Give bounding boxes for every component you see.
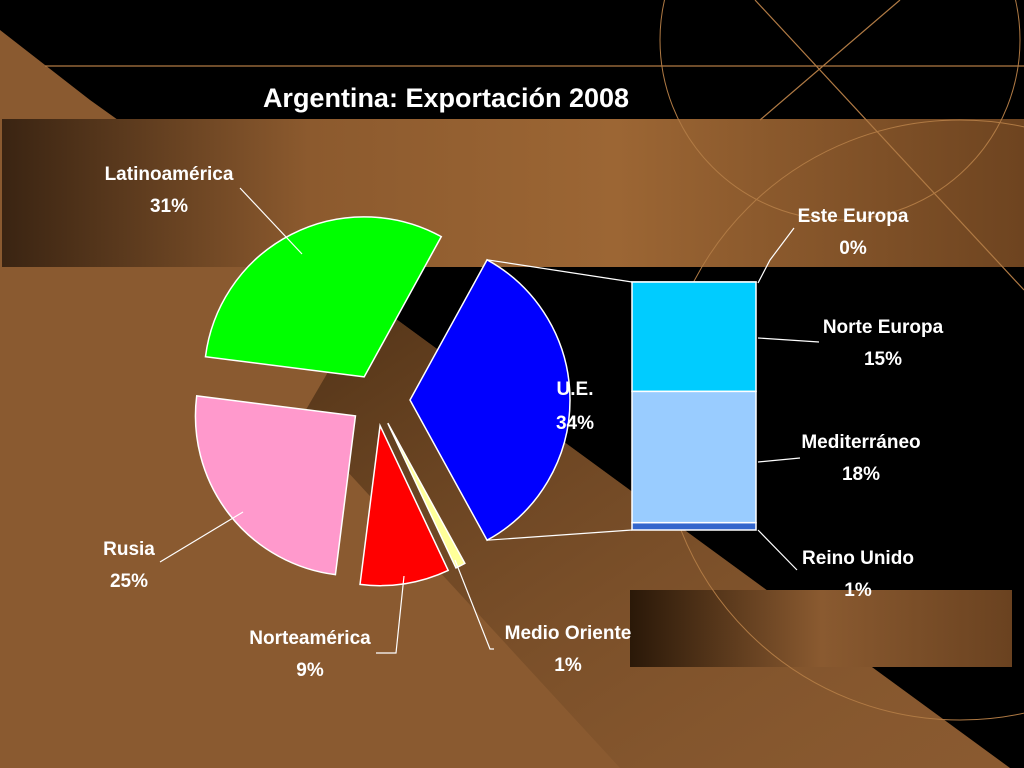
label-norteamerica-name: Norteamérica [249,628,371,649]
label-rusia-name: Rusia [103,539,155,560]
leader-rusia [159,511,244,563]
label-medio-oriente-value: 1% [554,655,582,676]
chart-title: Argentina: Exportación 2008 [263,83,629,113]
leader-norteamerica [376,575,405,654]
connector-line-top [486,259,633,283]
leader-lines [159,187,820,654]
decor-circle [659,0,1021,221]
label-reino-unido-value: 1% [844,580,872,601]
bar-segment-norte-europa [631,281,757,393]
pie-slice-rusia [194,395,357,576]
decor-line [759,0,901,121]
breakdown-bar [631,281,757,531]
bar-segment-reino-unido [631,521,757,531]
label-norteamerica-value: 9% [296,660,324,681]
pie-slice-u-e [409,258,571,542]
label-reino-unido-name: Reino Unido [802,548,914,569]
label-norte-europa-name: Norte Europa [823,317,944,338]
pie-slice-latinoamerica [204,216,443,378]
label-ue-name: U.E. [557,379,594,400]
leader-mediterraneo [757,457,801,463]
pie-slice-medio-oriente [387,422,466,569]
pie-slice-norteamerica [359,423,450,587]
label-latinoamerica-value: 31% [150,196,188,217]
label-mediterraneo-value: 18% [842,464,880,485]
leader-norte-europa [757,337,820,343]
leader-reino-unido [757,529,798,571]
label-ue-value: 34% [556,413,594,434]
top-band [2,119,1024,267]
label-medio-oriente-name: Medio Oriente [505,623,632,644]
leader-latinoamerica [239,187,303,255]
leader-medio-oriente [454,559,494,650]
decor-line [754,0,1024,291]
connector-line-bottom [487,529,633,541]
label-este-europa-name: Este Europa [798,206,909,227]
label-mediterraneo-name: Mediterráneo [801,432,920,453]
bar-segment-mediterraneo [631,390,757,524]
label-rusia-value: 25% [110,571,148,592]
data-labels: Latinoamérica 31% U.E. 34% Rusia 25% Nor… [103,164,943,681]
bottom-band [630,590,1012,667]
label-latinoamerica-name: Latinoamérica [105,164,234,185]
leader-este-europa [757,227,795,284]
label-norte-europa-value: 15% [864,349,902,370]
pie-slices [194,216,571,587]
label-este-europa-value: 0% [839,238,867,259]
